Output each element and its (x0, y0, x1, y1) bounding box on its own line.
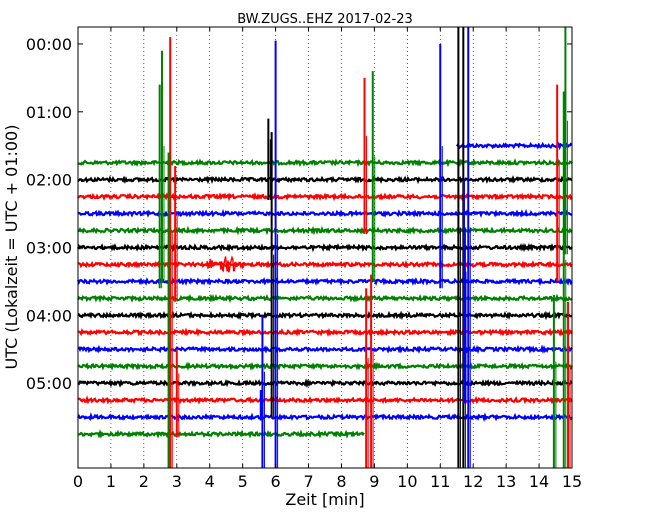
trace-burst (206, 255, 246, 273)
event-spikes (158, 27, 571, 468)
trace-line (77, 157, 573, 168)
x-axis-ticks: 0 1 2 3 4 5 6 7 8 9 10 11 12 13 14 15 (73, 27, 582, 491)
trace-line (455, 141, 573, 151)
trace-line (77, 208, 573, 218)
trace-line (77, 361, 573, 371)
x-tick-label: 14 (529, 472, 549, 491)
x-tick-label: 4 (205, 472, 215, 491)
y-axis-ticks: 00:00 01:00 02:00 03:00 04:00 05:00 (26, 35, 572, 393)
x-axis-label: Zeit [min] (285, 490, 364, 509)
x-tick-label: 15 (562, 472, 582, 491)
y-tick-label: 00:00 (26, 35, 72, 54)
trace-line (77, 429, 365, 439)
x-tick-label: 2 (139, 472, 149, 491)
x-tick-label: 12 (463, 472, 483, 491)
trace-line (77, 225, 573, 236)
x-tick-label: 8 (336, 472, 346, 491)
y-tick-label: 05:00 (26, 374, 72, 393)
trace-line (77, 327, 573, 338)
y-axis-label: UTC (Lokalzeit = UTC + 01:00) (2, 125, 21, 370)
x-tick-label: 7 (303, 472, 313, 491)
x-tick-label: 11 (430, 472, 450, 491)
y-tick-label: 02:00 (26, 171, 72, 190)
trace-line (77, 378, 573, 389)
x-tick-label: 9 (369, 472, 379, 491)
trace-line (77, 310, 573, 321)
trace-line (76, 276, 573, 287)
x-tick-label: 5 (238, 472, 248, 491)
trace-line (77, 344, 573, 355)
trace-line (77, 412, 573, 423)
trace-line (77, 174, 573, 185)
trace-line (76, 242, 573, 253)
x-tick-label: 10 (397, 472, 417, 491)
x-tick-label: 0 (73, 472, 83, 491)
y-tick-label: 01:00 (26, 103, 72, 122)
x-tick-label: 1 (106, 472, 116, 491)
chart-title: BW.ZUGS..EHZ 2017-02-23 (237, 12, 413, 27)
x-tick-label: 13 (496, 472, 516, 491)
trace-line (77, 259, 573, 269)
trace-line (77, 293, 573, 304)
trace-line (77, 191, 573, 202)
y-tick-label: 03:00 (26, 239, 72, 258)
trace-lines (76, 141, 573, 439)
trace-line (77, 395, 573, 405)
x-tick-label: 6 (271, 472, 281, 491)
x-tick-label: 3 (172, 472, 182, 491)
y-tick-label: 04:00 (26, 306, 72, 325)
